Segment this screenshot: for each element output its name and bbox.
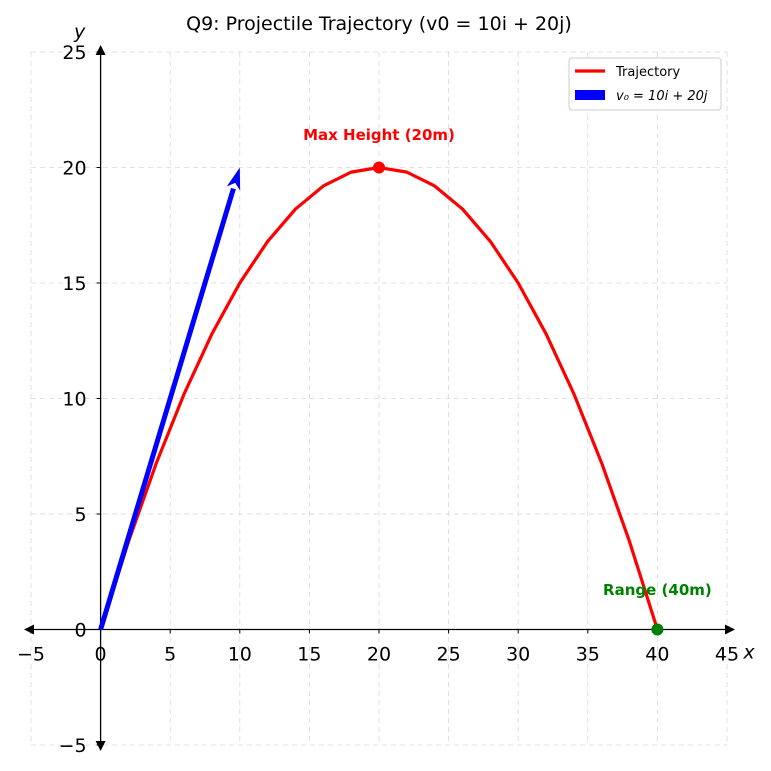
x-tick-label: 30: [506, 644, 530, 666]
grid: [30, 51, 728, 746]
annotation-label: Max Height (20m): [303, 126, 455, 144]
y-axis-label: y: [73, 21, 86, 43]
x-tick-label: 0: [95, 644, 107, 666]
tick-labels: −5 0 5 10 15 20 25 30 35 40 45 −5 0 5 10 15 20 25: [17, 42, 739, 757]
y-tick-label: 10: [62, 389, 86, 411]
y-tick-label: 20: [62, 158, 86, 180]
y-axis-arrow-down: [95, 741, 106, 751]
velocity-vector-arrowhead: [226, 167, 241, 191]
marker-point: [373, 161, 385, 174]
x-axis-arrow-left: [24, 624, 34, 635]
y-tick-label: 15: [62, 273, 86, 295]
legend-label-velocity: v₀ = 10i + 20j: [616, 89, 708, 104]
y-tick-label: 0: [75, 620, 87, 642]
x-tick-label: 40: [645, 644, 669, 666]
marker-point: [651, 623, 664, 636]
x-tick-label: 15: [297, 644, 321, 666]
y-tick-label: 25: [62, 42, 86, 64]
legend-label-trajectory: Trajectory: [615, 65, 680, 80]
legend: Trajectory v₀ = 10i + 20j: [568, 57, 722, 111]
x-tick-label: −5: [17, 644, 45, 666]
annotation-label: Range (40m): [603, 581, 712, 599]
legend-swatch-velocity: [575, 90, 605, 100]
x-tick-label: 20: [367, 644, 391, 666]
plot-area: Max Height (20m) Range (40m): [98, 126, 712, 636]
velocity-vector-shaft: [98, 187, 236, 631]
x-tick-label: 10: [228, 644, 252, 666]
y-tick-label: 5: [75, 504, 87, 526]
x-tick-label: 25: [437, 644, 461, 666]
chart-title: Q9: Projectile Trajectory (v0 = 10i + 20…: [186, 13, 572, 35]
x-axis-label: x: [742, 642, 755, 664]
x-tick-label: 35: [576, 644, 600, 666]
x-tick-label: 45: [715, 644, 739, 666]
y-tick-label: −5: [59, 735, 87, 757]
y-axis-arrow-up: [95, 45, 106, 55]
x-tick-label: 5: [164, 644, 176, 666]
legend-box: [568, 57, 722, 111]
